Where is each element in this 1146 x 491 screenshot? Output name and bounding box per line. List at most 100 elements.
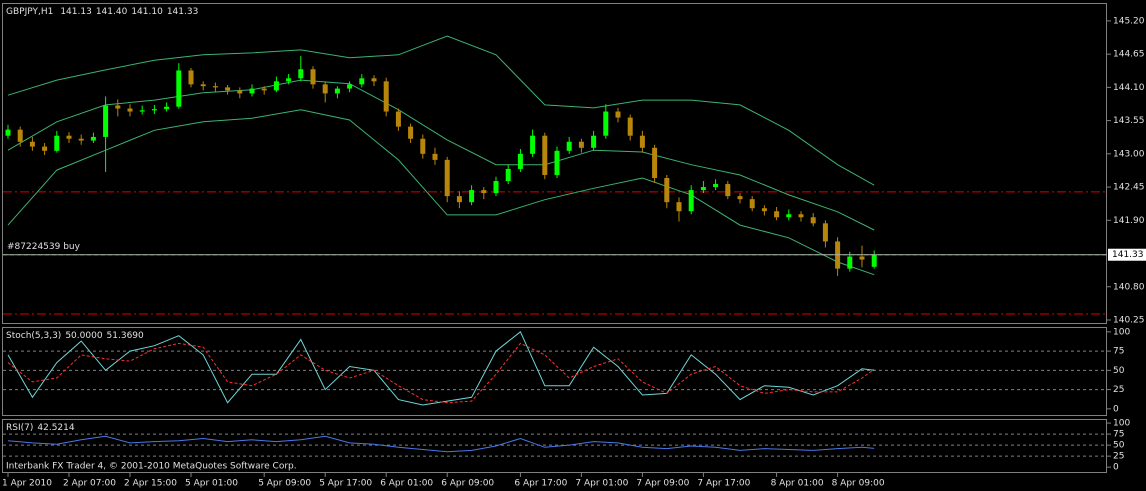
y-tick-label: 144.10: [1113, 83, 1145, 93]
candle-body: [310, 69, 316, 85]
candle-body: [615, 111, 621, 118]
indicator-name: Stoch(5,3,3): [6, 331, 61, 341]
candle-body: [29, 141, 35, 147]
candle-body: [261, 88, 267, 91]
y-tick-label: 50: [1113, 441, 1125, 451]
indicator-value: 42.5214: [37, 423, 74, 433]
x-tick-label: 6 Apr 01:00: [380, 479, 433, 489]
x-tick-label: 8 Apr 09:00: [832, 479, 885, 489]
indicator-line: [7, 342, 875, 404]
candle-body: [676, 202, 682, 212]
y-tick-label: 0: [1113, 463, 1119, 473]
candle-body: [603, 111, 609, 136]
candle-body: [90, 136, 96, 141]
x-tick-label: 1 Apr 2010: [2, 479, 52, 489]
footer: Interbank FX Trader 4, © 2001-2010 MetaQ…: [6, 462, 297, 472]
x-tick-label: 5 Apr 01:00: [185, 479, 238, 489]
band-middle: [7, 79, 875, 231]
candle-body: [103, 105, 109, 137]
candle-body: [359, 78, 365, 85]
candle-body: [700, 187, 706, 191]
candle-body: [237, 90, 243, 94]
indicator-value: 50.0000: [65, 331, 102, 341]
candle-body: [469, 190, 475, 203]
candle-body: [725, 184, 731, 197]
candle-body: [420, 138, 426, 154]
candle-body: [810, 217, 816, 224]
candle-body: [164, 106, 170, 110]
y-tick-label: 25: [1113, 385, 1124, 395]
candle-body: [298, 69, 304, 79]
candle-body: [273, 81, 279, 91]
candle-body: [481, 190, 487, 194]
candle-body: [395, 111, 401, 127]
candle-body: [151, 109, 157, 111]
candle-body: [847, 256, 853, 269]
y-tick-label: 25: [1113, 452, 1124, 462]
x-tick-label: 7 Apr 01:00: [575, 479, 628, 489]
candle-body: [493, 181, 499, 194]
price-box-label: 141.33: [1112, 250, 1144, 260]
candle-body: [127, 108, 133, 112]
header-value: 141.10: [131, 7, 163, 17]
candle-body: [115, 105, 121, 109]
candle-body: [749, 199, 755, 209]
candle-body: [432, 153, 438, 160]
header-value: 141.33: [167, 7, 199, 17]
candle-body: [188, 70, 194, 85]
x-tick-label: 6 Apr 09:00: [441, 479, 494, 489]
candle-body: [54, 135, 60, 151]
y-tick-label: 143.55: [1113, 116, 1145, 126]
candle-body: [78, 138, 84, 141]
candle-body: [737, 196, 743, 200]
symbol: GBPJPY,H1: [6, 7, 53, 17]
x-tick-label: 5 Apr 17:00: [319, 479, 372, 489]
indicator-title: RSI(7) 42.5214: [6, 423, 75, 433]
candle-body: [322, 84, 328, 94]
indicator-name: RSI(7): [6, 423, 33, 433]
candle-body: [408, 126, 414, 139]
candle-body: [822, 223, 828, 242]
x-tick-label: 5 Apr 09:00: [258, 479, 311, 489]
candle-body: [639, 135, 645, 148]
candle-body: [225, 87, 231, 91]
band-upper: [7, 35, 875, 186]
candle-body: [591, 135, 597, 148]
candle-body: [859, 256, 865, 260]
price-box: [1108, 248, 1146, 261]
candle-body: [5, 129, 11, 136]
header-value: 141.40: [96, 7, 128, 17]
chart-header: GBPJPY,H1 141.13 141.40 141.10 141.33: [6, 7, 198, 17]
y-tick-label: 140.80: [1113, 282, 1145, 292]
candle-body: [566, 141, 572, 151]
candle-body: [383, 81, 389, 112]
indicator-line: [7, 331, 875, 406]
band-lower: [7, 109, 875, 276]
candle-body: [761, 208, 767, 212]
candle-body: [774, 211, 780, 218]
y-tick-label: 0: [1113, 404, 1119, 414]
candle-body: [334, 88, 340, 94]
candle-body: [139, 110, 145, 112]
y-tick-label: 100: [1113, 419, 1130, 429]
candle-body: [786, 214, 792, 218]
candle-body: [652, 147, 658, 178]
candle-body: [200, 84, 206, 87]
order-label: #87224539 buy: [7, 242, 81, 252]
x-tick-label: 8 Apr 01:00: [771, 479, 824, 489]
candle-body: [517, 153, 523, 169]
x-tick-label: 6 Apr 17:00: [514, 479, 567, 489]
candle-body: [664, 178, 670, 203]
indicator-value: 51.3690: [107, 331, 144, 341]
indicator-line: [7, 435, 875, 453]
rsi-panel: [2, 419, 1107, 473]
stoch-panel: [2, 327, 1107, 416]
candle-body: [42, 146, 48, 151]
candle-body: [249, 88, 255, 94]
x-tick-label: 2 Apr 15:00: [124, 479, 177, 489]
candle-body: [176, 70, 182, 107]
y-tick-label: 143.00: [1113, 149, 1145, 159]
